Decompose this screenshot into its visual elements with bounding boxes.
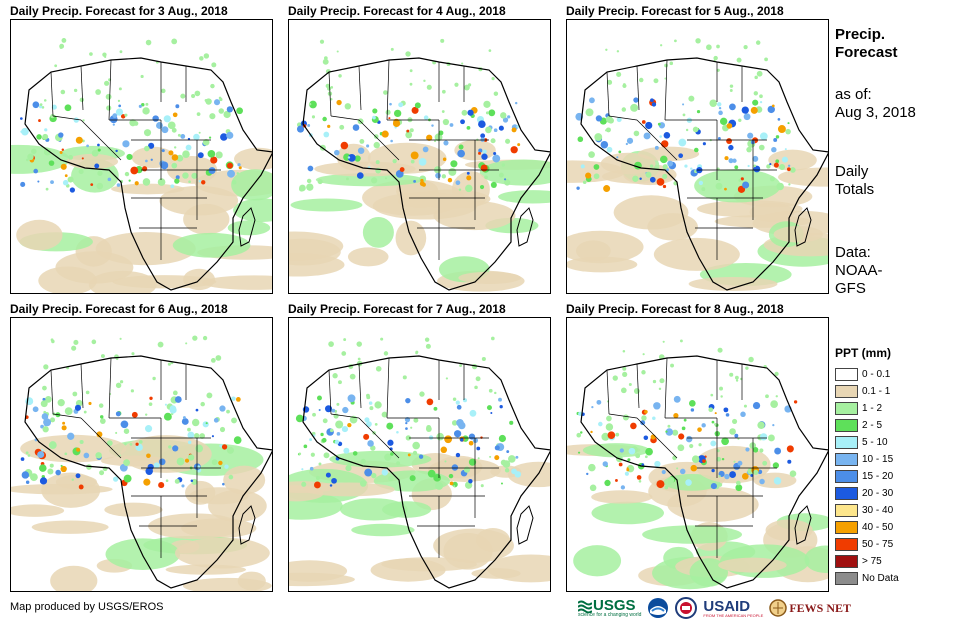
- legend-item: 0.1 - 1: [835, 383, 890, 399]
- legend-label: 10 - 15: [862, 453, 894, 465]
- forecast-panel-5: Daily Precip. Forecast for 7 Aug., 2018: [288, 302, 551, 592]
- panel-title: Daily Precip. Forecast for 3 Aug., 2018: [10, 4, 228, 18]
- as-of-date: as of: Aug 3, 2018: [835, 86, 916, 122]
- side-heading-line2: Forecast: [835, 44, 898, 61]
- fewsnet-globe-icon: [769, 599, 788, 617]
- forecast-panel-3: Daily Precip. Forecast for 5 Aug., 2018: [566, 4, 829, 294]
- usaid-seal-icon: [675, 597, 698, 619]
- legend-label: 2 - 5: [862, 419, 883, 431]
- legend-swatch: [835, 401, 858, 415]
- legend-item: 10 - 15: [835, 451, 893, 467]
- legend-swatch: [835, 435, 858, 449]
- data-source-line2: NOAA-: [835, 262, 883, 279]
- legend-swatch: [835, 486, 858, 500]
- legend-item: 1 - 2: [835, 400, 882, 416]
- legend-item: 0 - 0.1: [835, 366, 890, 382]
- legend-label: 50 - 75: [862, 538, 894, 550]
- precip-map: [10, 19, 273, 294]
- usaid-wordmark: USAID: [703, 597, 751, 615]
- legend-label: > 75: [862, 555, 882, 567]
- legend-item: 15 - 20: [835, 468, 893, 484]
- usaid-logo: USAID FROM THE AMERICAN PEOPLE: [703, 599, 763, 618]
- usgs-logo: USGS science for a changing world: [578, 598, 641, 618]
- daily-totals-line2: Totals: [835, 181, 875, 198]
- data-source-line3: GFS: [835, 280, 866, 297]
- legend-label: 20 - 30: [862, 487, 894, 499]
- usgs-wordmark: USGS: [593, 597, 636, 614]
- forecast-panel-6: Daily Precip. Forecast for 8 Aug., 2018: [566, 302, 829, 592]
- precip-map: [288, 317, 551, 592]
- panel-title: Daily Precip. Forecast for 8 Aug., 2018: [566, 302, 784, 316]
- legend-swatch: [835, 554, 858, 568]
- legend-swatch: [835, 418, 858, 432]
- usaid-tagline: FROM THE AMERICAN PEOPLE: [703, 612, 764, 618]
- side-heading: Precip. Forecast: [835, 26, 898, 62]
- data-source: Data: NOAA- GFS: [835, 244, 883, 298]
- precip-map: [288, 19, 551, 294]
- panel-title: Daily Precip. Forecast for 5 Aug., 2018: [566, 4, 784, 18]
- legend-swatch: [835, 384, 858, 398]
- as-of-label: as of:: [835, 86, 872, 103]
- legend-label: 40 - 50: [862, 521, 894, 533]
- usgs-tagline: science for a changing world: [578, 612, 642, 618]
- legend-swatch: [835, 520, 858, 534]
- as-of-value: Aug 3, 2018: [835, 104, 916, 121]
- legend-title: PPT (mm): [835, 346, 892, 360]
- legend-swatch: [835, 452, 858, 466]
- forecast-panel-4: Daily Precip. Forecast for 6 Aug., 2018: [10, 302, 273, 592]
- legend-label: 1 - 2: [862, 402, 883, 414]
- forecast-panel-1: Daily Precip. Forecast for 3 Aug., 2018: [10, 4, 273, 294]
- legend-item: 20 - 30: [835, 485, 893, 501]
- legend-item: No Data: [835, 570, 899, 586]
- data-source-line1: Data:: [835, 244, 871, 261]
- legend-swatch: [835, 571, 858, 585]
- legend-item: 50 - 75: [835, 536, 893, 552]
- map-credit: Map produced by USGS/EROS: [10, 601, 164, 613]
- legend-label: 15 - 20: [862, 470, 894, 482]
- legend-swatch: [835, 503, 858, 517]
- legend-item: 40 - 50: [835, 519, 893, 535]
- side-heading-line1: Precip.: [835, 26, 886, 43]
- legend-item: 30 - 40: [835, 502, 893, 518]
- legend-item: 5 - 10: [835, 434, 888, 450]
- legend-label: 0 - 0.1: [862, 368, 891, 380]
- fewsnet-wordmark: FEWS NET: [789, 600, 851, 615]
- panel-title: Daily Precip. Forecast for 7 Aug., 2018: [288, 302, 506, 316]
- precip-map: [10, 317, 273, 592]
- fewsnet-logo: FEWS NET: [769, 599, 851, 617]
- precip-map: [566, 19, 829, 294]
- precip-map: [566, 317, 829, 592]
- legend-item: 2 - 5: [835, 417, 882, 433]
- panel-title: Daily Precip. Forecast for 4 Aug., 2018: [288, 4, 506, 18]
- legend-swatch: [835, 367, 858, 381]
- legend-label: 0.1 - 1: [862, 385, 891, 397]
- legend-swatch: [835, 537, 858, 551]
- legend-item: > 75: [835, 553, 882, 569]
- panel-title: Daily Precip. Forecast for 6 Aug., 2018: [10, 302, 228, 316]
- forecast-panel-2: Daily Precip. Forecast for 4 Aug., 2018: [288, 4, 551, 294]
- legend-swatch: [835, 469, 858, 483]
- legend-label: 5 - 10: [862, 436, 888, 448]
- daily-totals: Daily Totals: [835, 163, 874, 199]
- daily-totals-line1: Daily: [835, 163, 869, 180]
- legend-label: 30 - 40: [862, 504, 894, 516]
- partner-logos: USGS science for a changing world USAID …: [578, 594, 851, 622]
- usgs-wave-icon: [578, 600, 592, 613]
- noaa-logo-icon: [648, 598, 669, 618]
- legend-label: No Data: [862, 572, 899, 584]
